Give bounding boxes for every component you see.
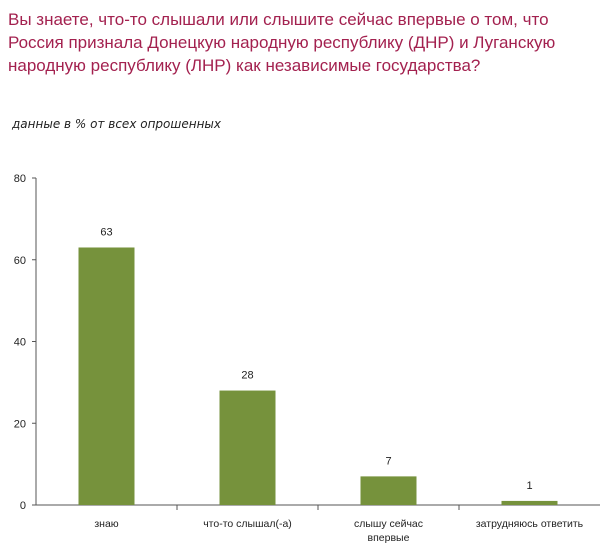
y-tick-label: 40	[14, 337, 26, 349]
bar	[219, 390, 276, 505]
bar-value-label: 28	[241, 370, 253, 382]
y-tick-label: 80	[14, 173, 26, 185]
bar	[360, 476, 417, 505]
y-tick-label: 0	[20, 500, 26, 512]
y-tick-label: 60	[14, 255, 26, 267]
x-category-label: затрудняюсь ответить	[476, 518, 584, 530]
x-category-label: что-то слышал(-а)	[203, 518, 292, 530]
x-category-label: слышу сейчас впервые	[354, 518, 423, 544]
bar-value-label: 7	[385, 455, 391, 467]
chart-title: Вы знаете, что-то слышали или слышите се…	[8, 10, 556, 75]
bar-value-label: 1	[526, 480, 532, 492]
bar	[78, 247, 135, 506]
x-category-label: знаю	[94, 518, 118, 530]
bar-value-label: 63	[100, 226, 112, 238]
y-tick-label: 20	[14, 418, 26, 430]
bar	[501, 500, 558, 505]
chart-subtitle: данные в % от всех опрошенных	[12, 117, 222, 131]
